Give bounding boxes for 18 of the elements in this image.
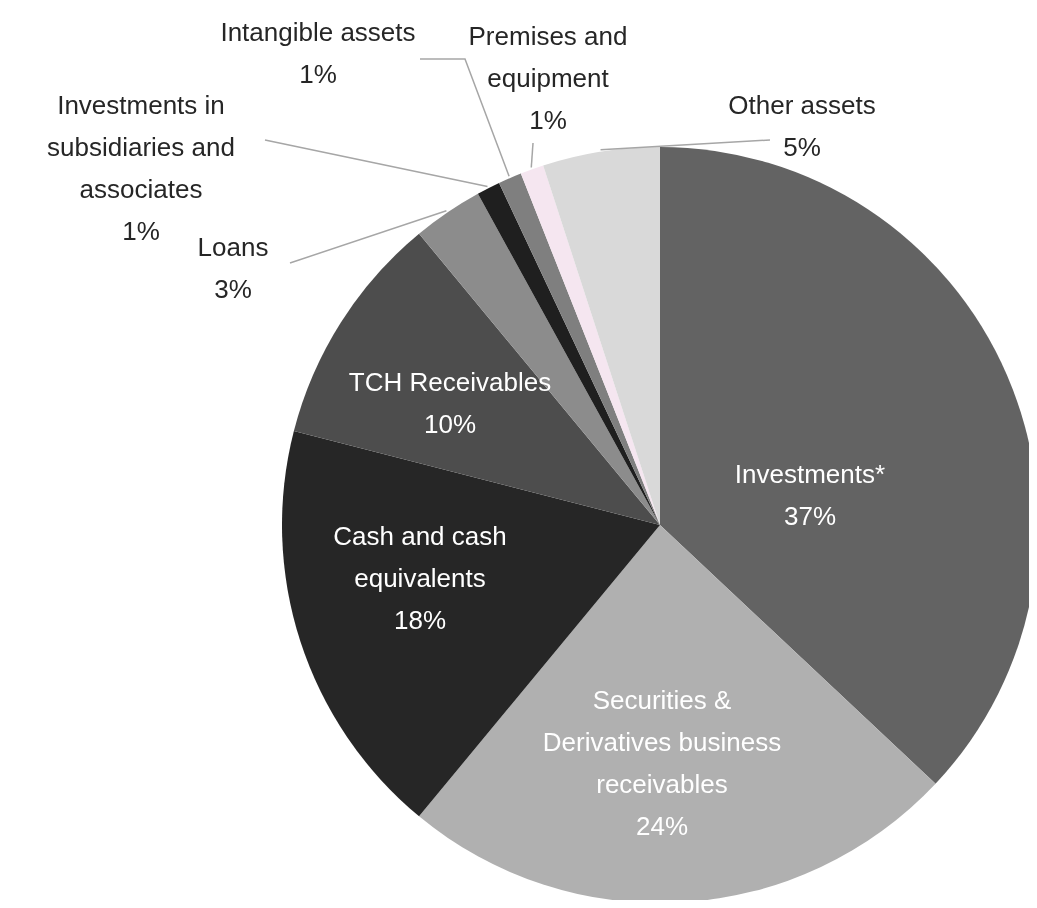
slice-label: TCH Receivables [348,367,552,397]
slice-label: Other assets [728,90,876,120]
data-label: 37% [783,501,837,531]
data-label: 1% [529,105,567,135]
slice-label: Investments* [734,459,886,489]
data-label: 1% [299,59,337,89]
data-label: 10% [423,409,477,439]
slice-label: Loans [197,232,269,262]
data-label: 3% [214,274,252,304]
data-label: 1% [122,216,160,246]
slice-label: Premises and equipment [468,21,628,93]
data-label: 18% [393,605,447,635]
data-label: 24% [635,811,689,841]
data-label: 5% [783,132,821,162]
slice-label: Intangible assets [220,17,416,47]
slice-label: Investments in subsidiaries and associates [47,90,235,204]
slice-label: Securities & Derivatives business receivables [542,685,782,799]
slice-label: Cash and cash equivalents [333,521,507,593]
